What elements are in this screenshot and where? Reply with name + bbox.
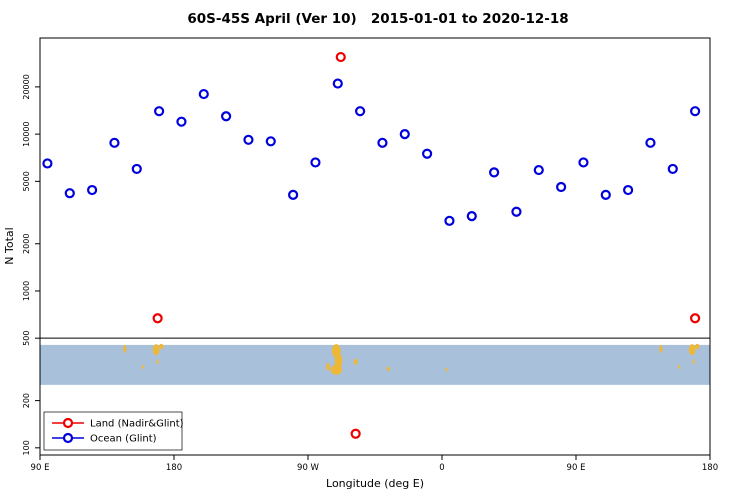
chart-layer: 100 200 500 1000 2000 5000 10000 20000 90 E 180 90… (22, 37, 718, 473)
land-point (690, 313, 701, 324)
land-region (334, 353, 343, 369)
x-tick-label: 0 (439, 463, 444, 473)
ocean-point (265, 136, 276, 147)
ocean-point (556, 181, 567, 193)
ocean-point (489, 167, 500, 178)
plot-frame (39, 37, 711, 456)
y-tick-label: 100 (22, 440, 31, 455)
land-region (326, 362, 330, 371)
x-tick-label: 90 E (567, 463, 586, 473)
land-region (386, 366, 390, 372)
ocean-point (64, 188, 75, 199)
x-tick-label: 90 W (297, 463, 320, 473)
ocean-point (377, 137, 388, 148)
land-region (152, 344, 160, 356)
ocean-point (310, 157, 321, 168)
ocean-point (466, 211, 477, 222)
ocean-point (87, 184, 98, 196)
x-tick-label: 180 (166, 463, 182, 473)
ocean-point (422, 148, 433, 159)
ocean-point (131, 163, 142, 175)
legend-label-ocean: Ocean (Glint) (90, 434, 157, 445)
ocean-point (600, 189, 611, 200)
land-region (141, 364, 144, 369)
ocean-point (623, 184, 634, 196)
land-region (695, 343, 700, 350)
y-axis-label: N Total (3, 227, 16, 264)
land-region (159, 343, 164, 350)
ocean-point (109, 137, 120, 148)
ocean-point (288, 189, 299, 200)
y-tick-label: 2000 (22, 234, 31, 254)
ocean-point (533, 164, 544, 176)
ocean-point (444, 215, 455, 226)
ocean-point (198, 88, 209, 100)
land-region (445, 367, 448, 372)
ocean-point (667, 163, 678, 175)
y-tick-label: 500 (22, 331, 31, 346)
y-tick-label: 5000 (22, 171, 31, 191)
ocean-point (355, 106, 366, 117)
land-region (123, 344, 127, 353)
y-tick-label: 10000 (22, 121, 31, 146)
ocean-point (332, 78, 343, 89)
land-region (330, 364, 342, 375)
legend-label-land: Land (Nadir&Glint) (90, 419, 184, 430)
land-region (659, 344, 663, 353)
land-region (677, 364, 680, 369)
ocean-point (154, 106, 165, 117)
legend-marker-land (62, 417, 74, 429)
x-axis-label: Longitude (deg E) (326, 477, 424, 490)
ocean-point (645, 137, 656, 148)
ocean-point (221, 111, 232, 122)
ocean-point (42, 158, 53, 169)
ocean-point (690, 106, 701, 117)
land-region (692, 359, 695, 365)
land-region (688, 344, 696, 356)
ocean-point (176, 116, 187, 127)
land-region (156, 359, 159, 365)
land-point (152, 313, 163, 324)
land-point (335, 51, 346, 63)
chart-title: 60S-45S April (Ver 10) 2015-01-01 to 202… (187, 11, 568, 27)
ocean-point (578, 157, 589, 168)
ocean-point (243, 134, 254, 145)
y-tick-label: 200 (22, 393, 31, 408)
y-tick-label: 1000 (22, 281, 31, 301)
legend-box (43, 411, 183, 451)
x-tick-label: 180 (702, 463, 718, 473)
x-tick-label: 90 E (31, 463, 50, 473)
land-point (350, 428, 361, 439)
map-band (40, 344, 710, 385)
land-region (353, 358, 358, 365)
ocean-point (511, 206, 522, 217)
legend-marker-ocean (62, 432, 74, 444)
ocean-point (399, 129, 410, 140)
y-tick-label: 20000 (22, 74, 31, 99)
